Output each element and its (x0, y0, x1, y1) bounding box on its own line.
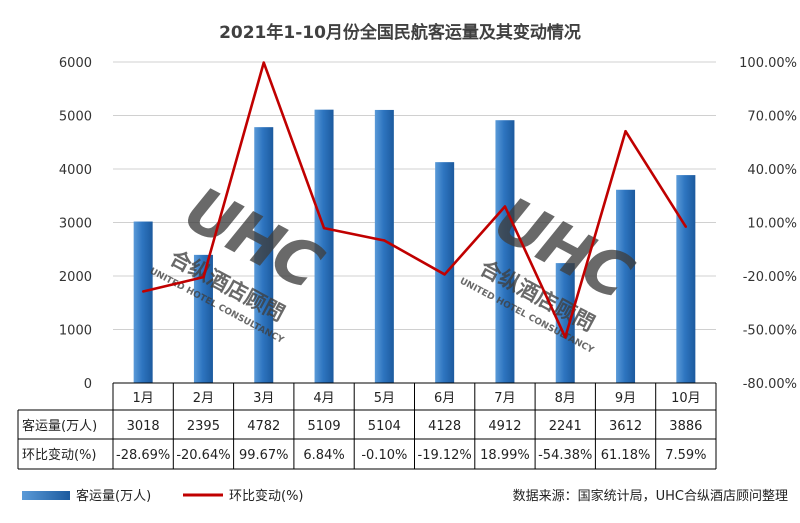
line-point (383, 239, 386, 242)
table-cell: 4782 (247, 419, 280, 434)
x-tick-label: 6月 (434, 391, 455, 406)
left-tick-label: 5000 (59, 110, 92, 125)
table-cell: 3612 (609, 419, 642, 434)
table-cell: -28.69% (116, 448, 170, 463)
line-series (141, 61, 688, 339)
table-cell: 4128 (428, 419, 461, 434)
x-tick-label: 10月 (671, 391, 701, 406)
legend-bar-label: 客运量(万人) (76, 488, 151, 504)
line-point (684, 225, 688, 228)
x-tick-label: 7月 (494, 391, 515, 406)
gridlines (113, 61, 716, 384)
bar (193, 254, 213, 383)
left-tick-label: 1000 (59, 324, 92, 339)
left-tick-label: 4000 (59, 163, 92, 178)
line-point (624, 130, 627, 133)
table-cell: -0.10% (361, 448, 407, 463)
table-cell: 4912 (488, 419, 521, 434)
x-tick-label: 9月 (615, 391, 636, 406)
line-point (564, 336, 567, 339)
table-cell: 3886 (669, 419, 702, 434)
bar (254, 127, 274, 384)
bar (495, 120, 515, 383)
right-tick-label: -50.00% (743, 324, 797, 339)
line-path (142, 61, 687, 339)
x-tick-label: 1月 (133, 391, 154, 406)
bar (133, 221, 153, 383)
table-cell: 18.99% (480, 448, 530, 463)
bar (314, 109, 334, 383)
table-cell: 7.59% (665, 448, 706, 463)
line-point (141, 290, 145, 293)
x-tick-label: 8月 (555, 391, 576, 406)
table-row-label: 客运量(万人) (22, 418, 97, 434)
line-point (503, 205, 507, 208)
table-cell: -20.64% (176, 448, 230, 463)
left-tick-label: 0 (84, 377, 92, 392)
bar (555, 263, 575, 383)
bar (616, 189, 636, 383)
table-cell: 2395 (187, 419, 220, 434)
left-tick-label: 3000 (59, 217, 92, 232)
right-tick-label: -80.00% (743, 377, 797, 392)
bar (676, 175, 696, 383)
legend-line-label: 环比变动(%) (229, 488, 304, 504)
left-tick-label: 6000 (59, 56, 92, 71)
line-point (443, 273, 446, 276)
chart-title: 2021年1-10月份全国民航客运量及其变动情况 (219, 22, 581, 43)
legend: 客运量(万人) 环比变动(%) (22, 488, 304, 504)
table-cell: 5109 (308, 419, 341, 434)
bar (374, 109, 394, 383)
table-cell: 99.67% (239, 448, 289, 463)
table-row-label: 环比变动(%) (22, 447, 97, 463)
bar-series (133, 109, 696, 384)
x-tick-label: 3月 (253, 391, 274, 406)
left-tick-label: 2000 (59, 270, 92, 285)
source-note: 数据来源：国家统计局，UHC合纵酒店顾问整理 (513, 488, 788, 504)
left-axis-ticks: 0 1000 2000 3000 4000 5000 6000 (59, 56, 92, 392)
x-tick-label: 5月 (374, 391, 395, 406)
line-point (202, 275, 205, 279)
x-tick-label: 4月 (313, 391, 334, 406)
table-cell: 6.84% (303, 448, 344, 463)
table-cell: -54.38% (538, 448, 592, 463)
legend-bar-swatch (22, 491, 70, 500)
right-tick-label: 70.00% (747, 110, 797, 125)
x-tick-label: 2月 (193, 391, 214, 406)
line-point (262, 61, 265, 64)
right-tick-label: 40.00% (747, 163, 797, 178)
right-tick-label: 100.00% (739, 56, 797, 71)
right-tick-label: 10.00% (747, 217, 797, 232)
line-point (322, 226, 326, 230)
table-cell: 61.18% (601, 448, 651, 463)
table-cell: 5104 (368, 419, 401, 434)
right-tick-label: -20.00% (743, 270, 797, 285)
table-cell: 3018 (127, 419, 160, 434)
table-cell: 2241 (549, 419, 582, 434)
table-cell: -19.12% (418, 448, 472, 463)
right-axis-ticks: -80.00% -50.00% -20.00% 10.00% 40.00% 70.00% 1… (739, 56, 797, 392)
